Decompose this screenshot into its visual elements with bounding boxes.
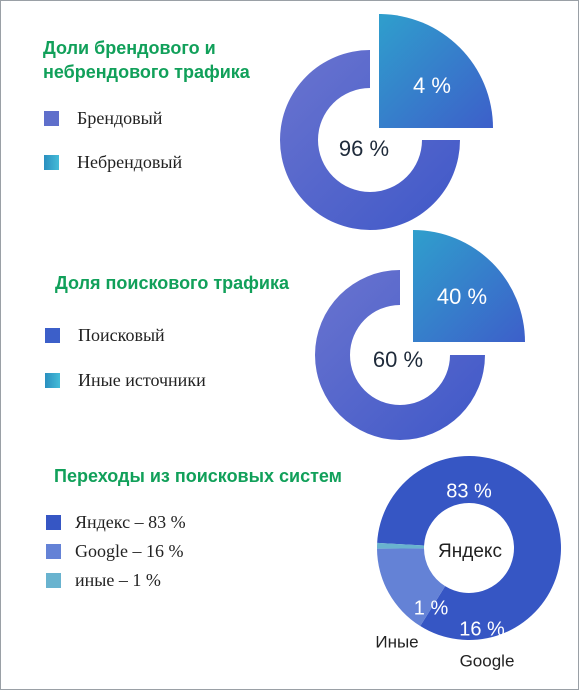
search-engines-donut: 83 % 16 % 1 % Яндекс Иные Google	[375, 456, 561, 670]
legend-swatch-branded	[44, 110, 59, 126]
outer-label-google: Google	[460, 651, 515, 670]
title-line: Переходы из поисковых систем	[54, 466, 342, 486]
data-label-google: 16 %	[459, 618, 505, 640]
legend-item-google: Google – 16 %	[46, 541, 183, 561]
slice-Небрендовый	[379, 14, 493, 128]
legend-label-other-sources: Иные источники	[78, 369, 206, 390]
data-label-Иные источники: 40 %	[437, 284, 487, 309]
legend-label-nonbranded: Небрендовый	[77, 151, 183, 172]
legend-swatch-other-engines	[46, 572, 61, 588]
search-engines-section: Переходы из поисковых систем Яндекс – 83…	[0, 450, 581, 692]
slice-Брендовый	[280, 50, 460, 230]
search-traffic-title: Доля поискового трафика	[55, 271, 289, 295]
legend-item-other-sources: Иные источники	[45, 370, 206, 390]
outer-label-other: Иные	[375, 632, 418, 651]
legend-item-search: Поисковый	[45, 325, 165, 345]
data-label-Поисковый: 60 %	[373, 347, 423, 372]
legend-item-nonbranded: Небрендовый	[44, 152, 182, 172]
legend-item-yandex: Яндекс – 83 %	[46, 512, 186, 532]
data-label-yandex: 83 %	[446, 480, 492, 502]
data-label-other: 1 %	[414, 597, 449, 619]
legend-swatch-search	[45, 327, 60, 343]
search-engines-title: Переходы из поисковых систем	[54, 464, 342, 488]
brand-traffic-section: Доли брендового и небрендового трафика Б…	[0, 0, 581, 230]
data-label-Брендовый: 96 %	[339, 136, 389, 161]
slice-Иные источники	[413, 230, 525, 342]
legend-item-other-engines: иные – 1 %	[46, 570, 161, 590]
legend-swatch-nonbranded	[44, 154, 59, 170]
legend-label-google: Google – 16 %	[75, 540, 184, 561]
center-label: Яндекс	[438, 541, 502, 562]
slice-Яндекс	[377, 456, 561, 640]
brand-traffic-title: Доли брендового и небрендового трафика	[43, 36, 250, 84]
legend-label-yandex: Яндекс – 83 %	[75, 511, 186, 532]
slice-Google	[377, 548, 446, 627]
search-traffic-donut: 60 % 40 %	[315, 230, 525, 440]
brand-traffic-donut: 96 % 4 %	[280, 14, 493, 230]
legend-label-branded: Брендовый	[77, 107, 163, 128]
title-line: Доля поискового трафика	[55, 273, 289, 293]
legend-swatch-google	[46, 543, 61, 559]
legend-swatch-other-sources	[45, 372, 60, 388]
legend-label-search: Поисковый	[78, 324, 165, 345]
legend-item-branded: Брендовый	[44, 108, 162, 128]
slice-Иные	[377, 542, 425, 549]
title-line: небрендового трафика	[43, 62, 250, 82]
slice-Поисковый	[315, 270, 485, 440]
data-label-Небрендовый: 4 %	[413, 73, 451, 98]
search-traffic-section: Доля поискового трафика Поисковый Иные и…	[0, 225, 581, 450]
title-line: Доли брендового и	[43, 38, 216, 58]
legend-label-other-engines: иные – 1 %	[75, 569, 161, 590]
legend-swatch-yandex	[46, 514, 61, 530]
